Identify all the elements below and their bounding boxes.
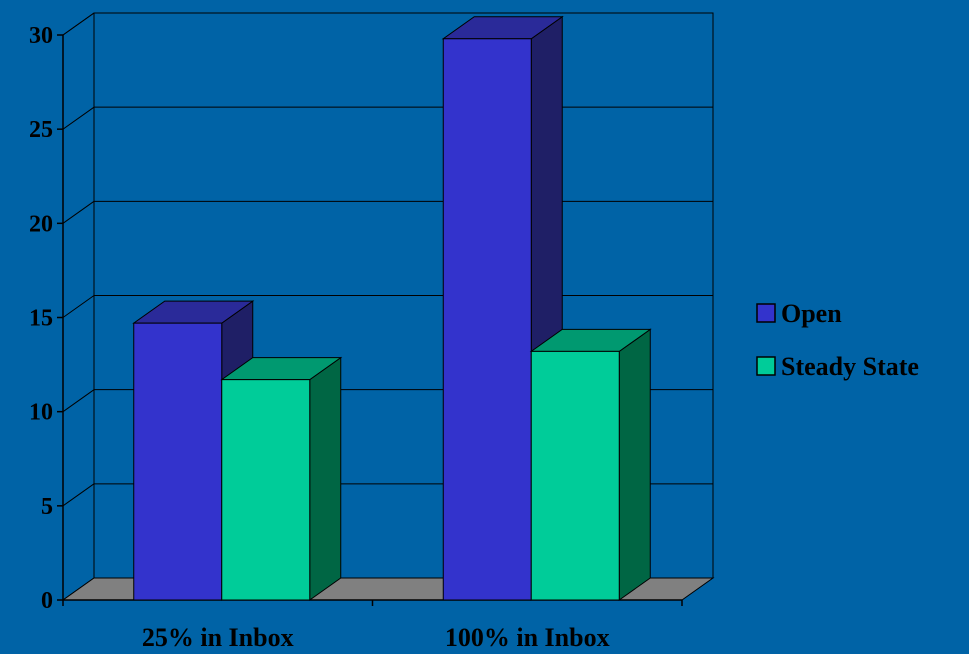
gridline-depth (62, 483, 95, 507)
bar-steady-state (220, 356, 343, 601)
bar-side (309, 356, 342, 601)
bar-steady-state (529, 328, 652, 601)
y-tick-label: 20 (29, 211, 53, 237)
x-category-label: 100% in Inbox (445, 623, 610, 652)
bars (132, 15, 652, 601)
gridline-depth (62, 106, 95, 130)
y-tick-label: 10 (29, 400, 53, 426)
legend-swatch (756, 356, 776, 376)
legend-swatch (756, 303, 776, 323)
gridline-depth (62, 12, 95, 36)
y-tick-label: 5 (41, 494, 53, 520)
bar-side (618, 328, 651, 601)
x-category-label: 25% in Inbox (142, 623, 294, 652)
y-tick-label: 30 (29, 23, 53, 49)
y-axis: 0 5 10 15 20 25 30 (29, 23, 64, 614)
bar-front (530, 350, 620, 601)
bar-front (133, 322, 223, 601)
x-axis: 25% in Inbox 100% in Inbox (62, 599, 683, 652)
bar-front (221, 379, 311, 601)
bar-front (442, 38, 532, 601)
y-tick-label: 0 (41, 588, 53, 614)
gridline-depth (62, 295, 95, 318)
gridline-depth (62, 389, 95, 413)
gridline-depth (62, 200, 95, 224)
y-tick-label: 25 (29, 117, 53, 143)
legend-label: Open (781, 299, 842, 328)
legend-label: Steady State (781, 352, 919, 381)
y-tick-label: 15 (29, 306, 53, 332)
legend: Open Steady State (756, 299, 919, 381)
